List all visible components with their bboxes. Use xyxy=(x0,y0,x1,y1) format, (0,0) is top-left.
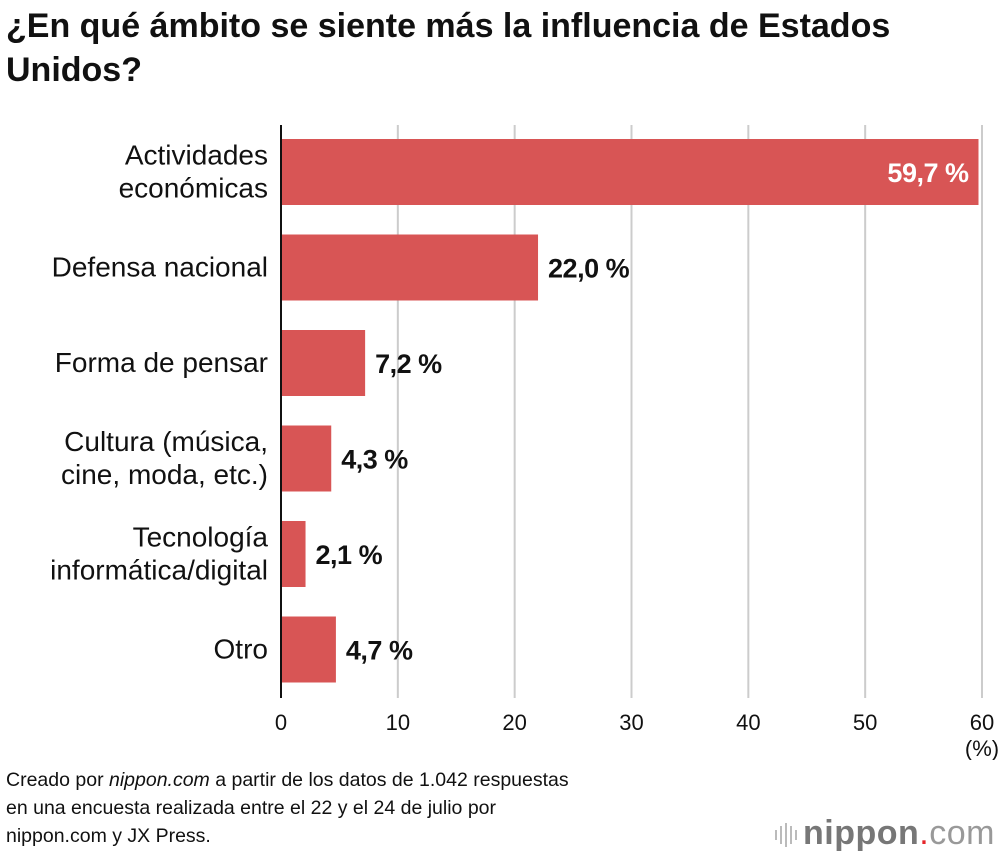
bar-chart: 0 10 20 30 40 50 60(%) 59,7 % Actividadeseconómi… xyxy=(50,125,999,760)
category-label: cine, moda, etc.) xyxy=(61,459,268,490)
x-tick-label: 0 xyxy=(275,710,287,735)
x-tick-label: 30 xyxy=(619,710,643,735)
logo-name: nippon xyxy=(803,814,920,852)
note-line2: en una encuesta realizada entre el 22 y … xyxy=(6,797,497,819)
data-label: 4,3 % xyxy=(341,445,408,475)
data-label: 7,2 % xyxy=(375,349,442,379)
category-label: Actividades xyxy=(125,140,268,171)
chart-title: ¿En qué ámbito se siente más la influenc… xyxy=(6,7,891,89)
data-label: 2,1 % xyxy=(316,540,383,570)
source-note: Creado por nippon.com a partir de los da… xyxy=(6,766,569,850)
nippon-logo: nippon.com xyxy=(773,814,995,853)
bar xyxy=(281,616,336,683)
logo-tld: com xyxy=(929,814,995,852)
category-label: Forma de pensar xyxy=(55,347,268,378)
category-label: Tecnología xyxy=(133,522,269,553)
bar xyxy=(281,330,366,396)
data-label: 4,7 % xyxy=(346,636,413,666)
x-tick-label: 50 xyxy=(853,710,877,735)
sound-wave-icon xyxy=(775,823,797,847)
note-prefix: Creado por xyxy=(6,769,109,791)
category-label: informática/digital xyxy=(50,555,268,586)
x-tick-label: 10 xyxy=(386,710,410,735)
bar xyxy=(281,521,306,587)
note-site: nippon.com xyxy=(108,769,210,791)
logo-dot: . xyxy=(919,814,930,852)
x-tick-label: 40 xyxy=(736,710,760,735)
note-line3: nippon.com y JX Press. xyxy=(6,825,211,847)
bar xyxy=(281,139,979,205)
x-tick-label: 20 xyxy=(502,710,526,735)
category-label: Defensa nacional xyxy=(52,252,268,283)
x-axis-label: (%) xyxy=(965,736,999,760)
category-label: económicas xyxy=(119,173,268,204)
note-suffix: a partir de los datos de 1.042 respuesta… xyxy=(209,769,569,791)
category-label: Otro xyxy=(214,634,268,665)
category-label: Cultura (música, xyxy=(64,426,268,457)
data-label: 22,0 % xyxy=(548,254,630,284)
bar xyxy=(281,425,332,492)
data-label: 59,7 % xyxy=(887,158,969,188)
bar xyxy=(281,234,539,301)
x-tick-label: 60 xyxy=(970,710,994,735)
